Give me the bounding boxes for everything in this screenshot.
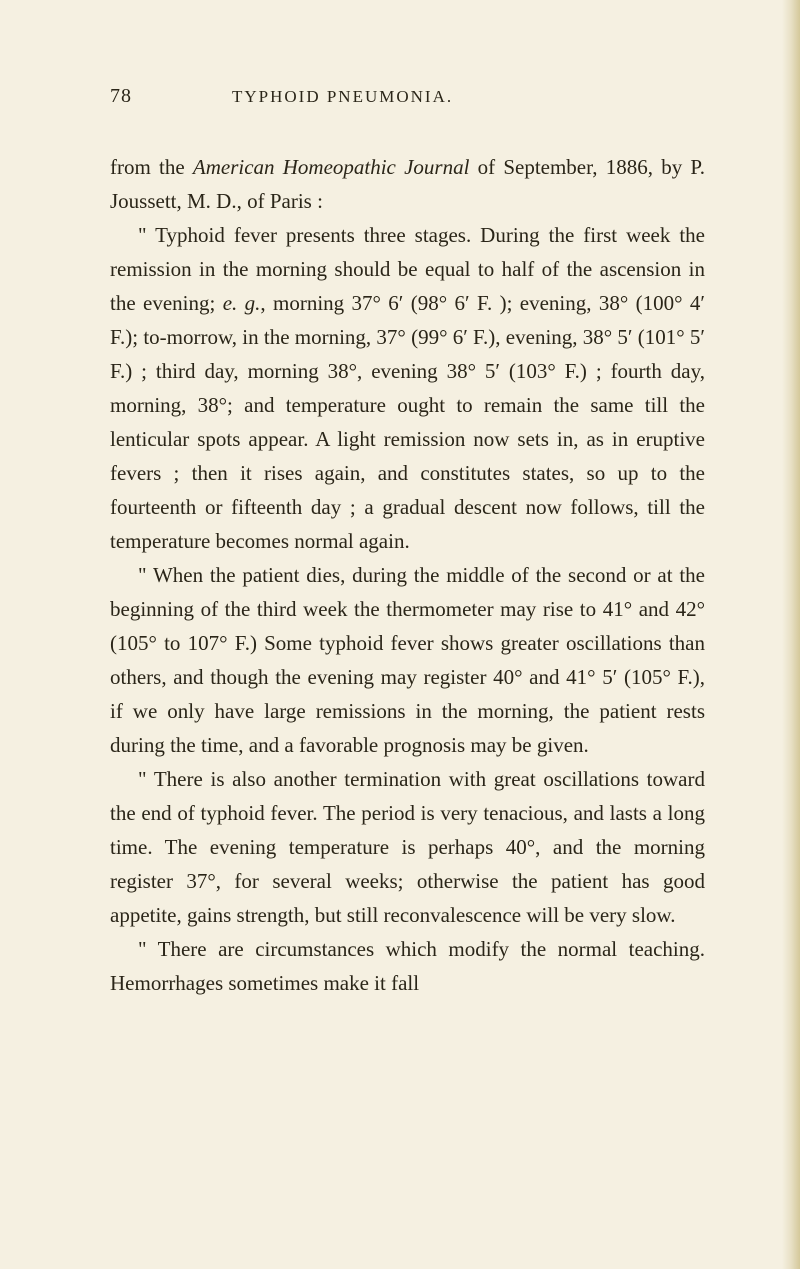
text-segment: , morning 37° 6′ (98° 6′ F. ); evening, … (110, 291, 705, 553)
italic-text: American Homeopathic Journal (193, 155, 470, 179)
text-segment: from the (110, 155, 193, 179)
paragraph-4: " There is also another termination with… (110, 762, 705, 932)
paragraph-2: " Typhoid fever presents three stages. D… (110, 218, 705, 558)
italic-text: e. g. (223, 291, 261, 315)
page-edge-shadow (782, 0, 800, 1269)
page-header: 78 TYPHOID PNEUMONIA. (110, 85, 705, 108)
paragraph-1: from the American Homeopathic Journal of… (110, 150, 705, 218)
book-page: 78 TYPHOID PNEUMONIA. from the American … (0, 0, 800, 1060)
paragraph-5: " There are circumstances which modify t… (110, 932, 705, 1000)
body-text: from the American Homeopathic Journal of… (110, 150, 705, 1000)
page-number: 78 (110, 85, 132, 108)
paragraph-3: " When the patient dies, during the midd… (110, 558, 705, 762)
chapter-title: TYPHOID PNEUMONIA. (232, 87, 453, 107)
